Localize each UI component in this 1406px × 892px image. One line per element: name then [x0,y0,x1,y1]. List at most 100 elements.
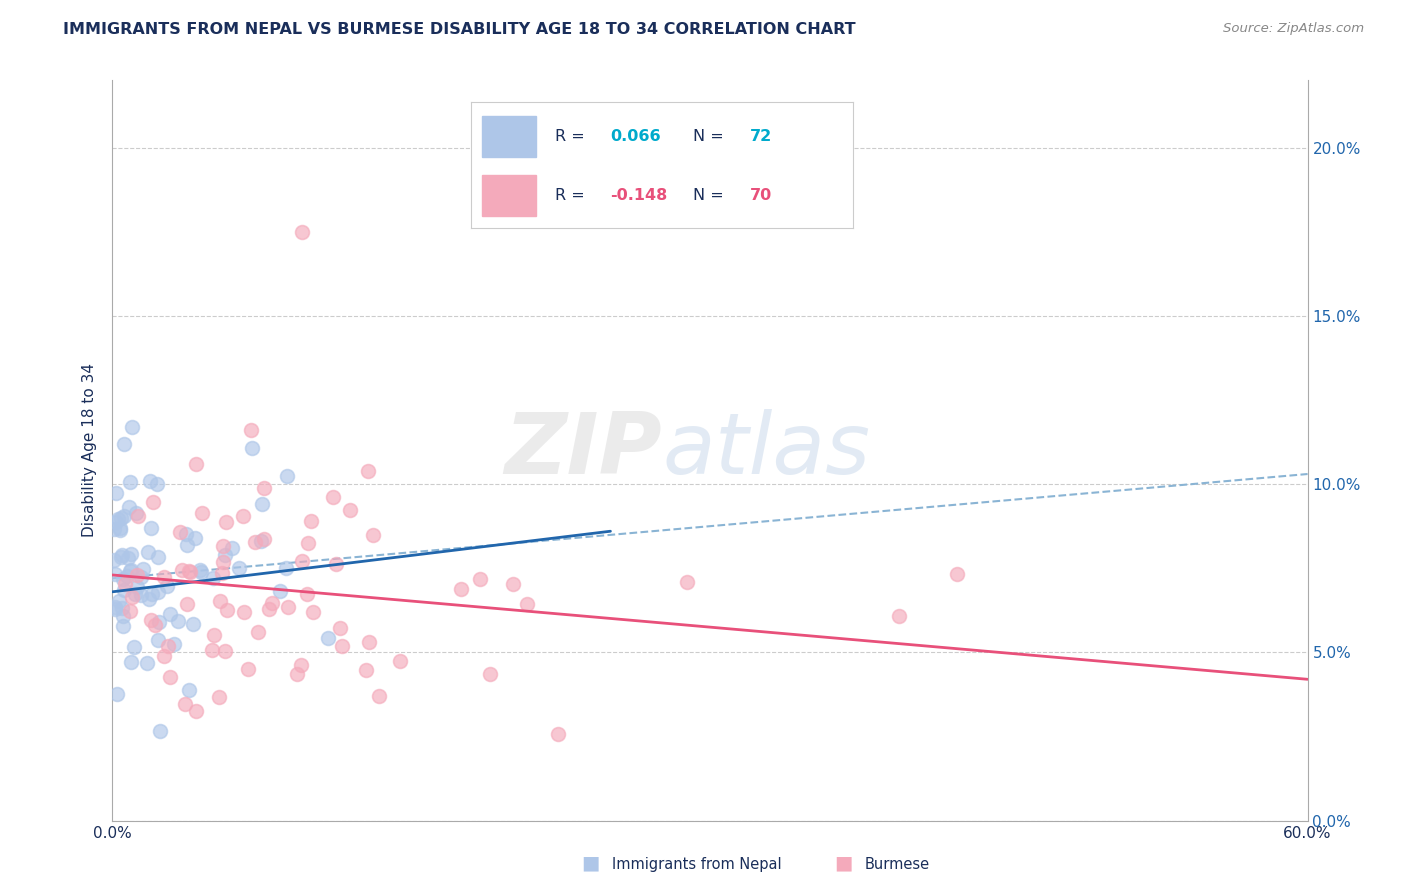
Point [108,521,131,535]
Point [184,531,207,545]
Text: IMMIGRANTS FROM NEPAL VS BURMESE DISABILITY AGE 18 TO 34 CORRELATION CHART: IMMIGRANTS FROM NEPAL VS BURMESE DISABIL… [63,22,856,37]
Point [148,615,170,629]
Point [945,566,967,581]
Point [277,599,299,614]
Point [117,569,139,583]
Point [112,583,135,598]
Point [104,516,127,530]
Point [269,583,291,598]
Point [450,582,472,596]
Point [107,512,129,526]
Point [129,570,152,584]
Point [318,631,340,645]
Point [676,575,699,590]
Text: ■: ■ [834,854,853,872]
Point [114,576,136,591]
Point [290,554,312,568]
Point [169,524,191,539]
Point [163,636,186,650]
Point [105,687,128,701]
Point [359,635,381,649]
Point [155,579,177,593]
Point [112,572,135,586]
Y-axis label: Disability Age 18 to 34: Disability Age 18 to 34 [82,363,97,538]
Point [146,584,169,599]
Point [153,649,176,664]
Point [217,602,239,616]
Point [176,598,198,612]
Text: atlas: atlas [662,409,870,492]
Point [249,533,271,548]
Point [290,657,312,672]
Point [325,558,347,572]
Point [108,523,131,537]
Point [159,670,181,684]
Point [259,602,281,616]
Text: Immigrants from Nepal: Immigrants from Nepal [612,857,782,872]
Point [170,563,193,577]
Point [177,682,200,697]
Point [132,562,155,576]
Point [174,527,197,541]
Point [152,570,174,584]
Point [167,615,190,629]
Text: Burmese: Burmese [865,857,929,872]
Point [285,667,308,681]
Point [214,643,236,657]
Text: Source: ZipAtlas.com: Source: ZipAtlas.com [1223,22,1364,36]
Point [110,511,132,525]
Point [228,561,250,575]
Point [103,522,125,536]
Point [104,602,127,616]
Point [276,560,298,574]
Point [148,632,170,647]
Point [302,605,325,619]
Point [478,666,501,681]
Point [889,608,911,623]
Point [146,550,169,565]
Point [214,548,236,562]
Point [118,604,141,618]
Point [111,618,134,632]
Point [118,500,141,515]
Point [211,566,233,580]
Point [139,613,162,627]
Point [368,689,391,703]
Point [547,727,569,741]
Text: ZIP: ZIP [505,409,662,492]
Point [181,616,204,631]
Point [361,528,384,542]
Point [297,586,319,600]
Point [112,509,135,524]
Point [125,580,148,594]
Point [121,590,143,604]
Point [299,514,322,528]
Point [159,607,181,621]
Point [108,594,131,608]
Point [502,577,524,591]
Point [149,724,172,739]
Point [117,551,139,566]
Point [127,508,149,523]
Text: ■: ■ [581,854,600,872]
Point [112,437,135,451]
Point [291,225,314,239]
Point [243,535,266,549]
Point [208,690,231,705]
Point [232,509,254,524]
Point [252,481,274,495]
Point [103,553,125,567]
Point [516,597,538,611]
Point [201,643,224,657]
Point [191,506,214,520]
Point [188,563,211,577]
Point [388,654,411,668]
Point [201,571,224,585]
Point [212,555,235,569]
Point [208,594,231,608]
Point [240,441,263,455]
Point [120,563,142,577]
Point [125,568,148,582]
Point [142,495,165,509]
Point [125,506,148,520]
